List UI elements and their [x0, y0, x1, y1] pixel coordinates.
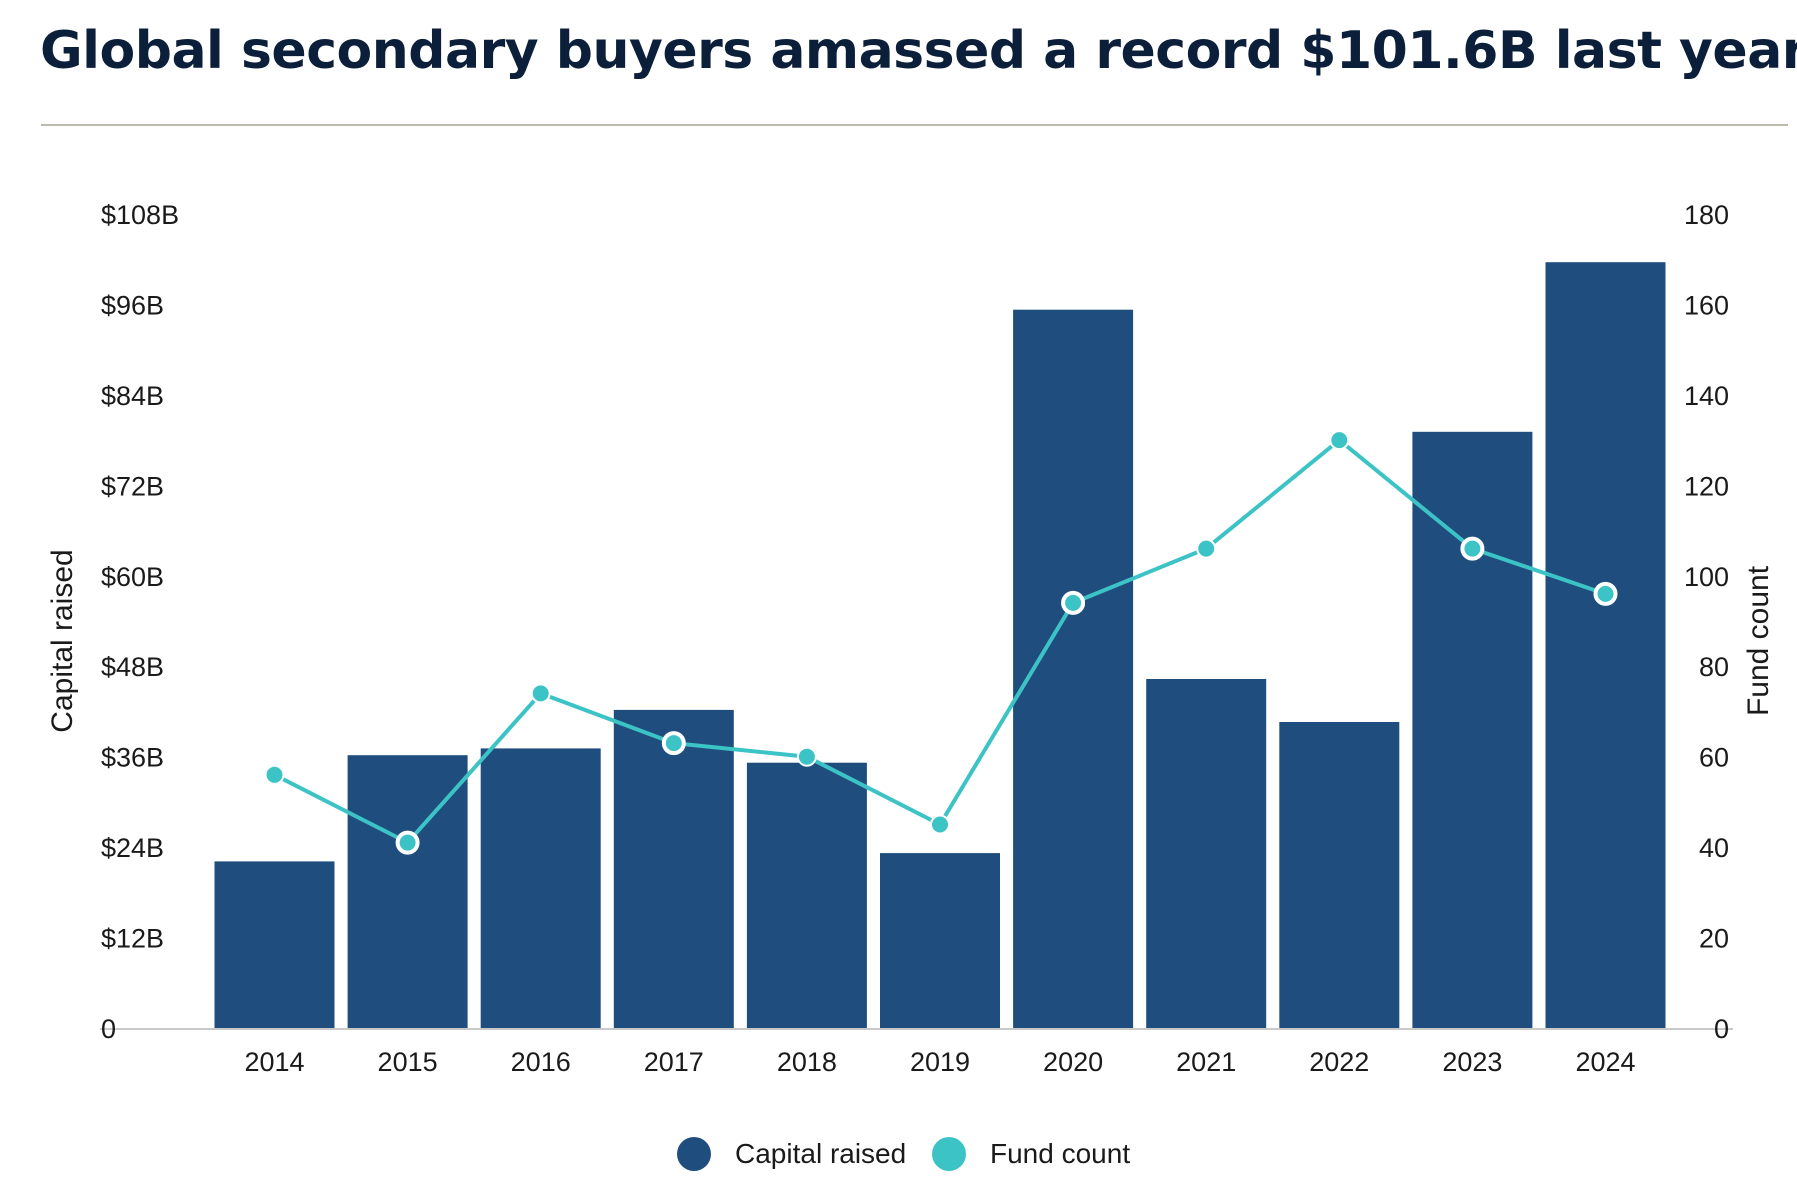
- point-fund-count-2023: [1460, 536, 1485, 561]
- y-right-tick-label: 20: [1699, 924, 1729, 954]
- x-tick-label: 2015: [378, 1047, 438, 1077]
- y-left-tick-label: $72B: [101, 471, 164, 501]
- plot-area: [214, 262, 1666, 1028]
- point-fund-count-2017: [661, 731, 686, 756]
- point-fund-count-2020: [1061, 590, 1086, 615]
- legend-swatch-capital-raised: [677, 1137, 711, 1171]
- y-right-tick-label: 60: [1699, 743, 1729, 773]
- x-tick-label: 2018: [777, 1047, 837, 1077]
- x-tick-label: 2021: [1176, 1047, 1236, 1077]
- y-left-tick-label: $96B: [101, 290, 164, 320]
- legend: Capital raised Fund count: [677, 1137, 1130, 1171]
- y-left-tick-label: 0: [101, 1014, 116, 1044]
- bar-capital-raised-2024: [1545, 262, 1666, 1028]
- legend-label-capital-raised: Capital raised: [735, 1138, 906, 1169]
- y-left-tick-label: $12B: [101, 924, 164, 954]
- point-fund-count-2016: [530, 683, 551, 704]
- bar-capital-raised-2022: [1279, 722, 1400, 1028]
- point-fund-count-2021: [1196, 538, 1217, 559]
- chart-title: Global secondary buyers amassed a record…: [40, 21, 1797, 81]
- x-tick-label: 2016: [511, 1047, 571, 1077]
- x-tick-label: 2020: [1043, 1047, 1103, 1077]
- bar-capital-raised-2019: [880, 853, 1000, 1028]
- y-left-tick-label: $60B: [101, 562, 164, 592]
- x-tick-label: 2022: [1309, 1047, 1369, 1077]
- y-left-tick-label: $48B: [101, 652, 164, 682]
- bar-capital-raised-2017: [613, 709, 734, 1028]
- y-right-tick-label: 0: [1714, 1014, 1729, 1044]
- point-fund-count-2014: [264, 764, 285, 785]
- x-tick-label: 2023: [1442, 1047, 1502, 1077]
- title-divider: [41, 124, 1788, 126]
- point-fund-count-2015: [395, 830, 420, 855]
- bar-capital-raised-2023: [1412, 431, 1533, 1028]
- y-right-tick-label: 140: [1684, 381, 1729, 411]
- y-left-tick-label: $24B: [101, 833, 164, 863]
- axes: 0 $12B $24B $36B $48B $60B $72B $84B $96B $108B 0 2…: [46, 200, 1775, 1077]
- y-right-tick-label: 180: [1684, 200, 1729, 230]
- point-fund-count-2024: [1593, 581, 1618, 606]
- x-tick-label: 2019: [910, 1047, 970, 1077]
- point-fund-count-2019: [930, 814, 950, 835]
- y-right-tick-label: 100: [1684, 562, 1729, 592]
- x-tick-label: 2017: [644, 1047, 704, 1077]
- legend-swatch-fund-count: [932, 1137, 966, 1171]
- y-right-axis-title: Fund count: [1742, 565, 1775, 716]
- bar-capital-raised-2021: [1146, 679, 1267, 1028]
- bar-capital-raised-2020: [1013, 309, 1134, 1028]
- x-tick-label: 2014: [244, 1047, 304, 1077]
- bar-capital-raised-2014: [214, 861, 335, 1028]
- y-left-tick-label: $84B: [101, 381, 164, 411]
- point-fund-count-2018: [796, 746, 817, 767]
- bar-capital-raised-2016: [480, 748, 601, 1028]
- y-left-tick-label: $36B: [101, 743, 164, 773]
- y-left-axis-title: Capital raised: [46, 549, 79, 732]
- y-right-tick-label: 160: [1684, 290, 1729, 320]
- bar-capital-raised-2018: [746, 762, 867, 1028]
- y-right-tick-label: 40: [1699, 833, 1729, 863]
- point-fund-count-2022: [1329, 430, 1350, 451]
- x-tick-label: 2024: [1575, 1047, 1635, 1077]
- y-right-tick-label: 120: [1684, 471, 1729, 501]
- line-fund-count: [273, 438, 1607, 845]
- y-right-tick-label: 80: [1699, 652, 1729, 682]
- y-left-tick-label: $108B: [101, 200, 179, 230]
- legend-label-fund-count: Fund count: [990, 1138, 1130, 1169]
